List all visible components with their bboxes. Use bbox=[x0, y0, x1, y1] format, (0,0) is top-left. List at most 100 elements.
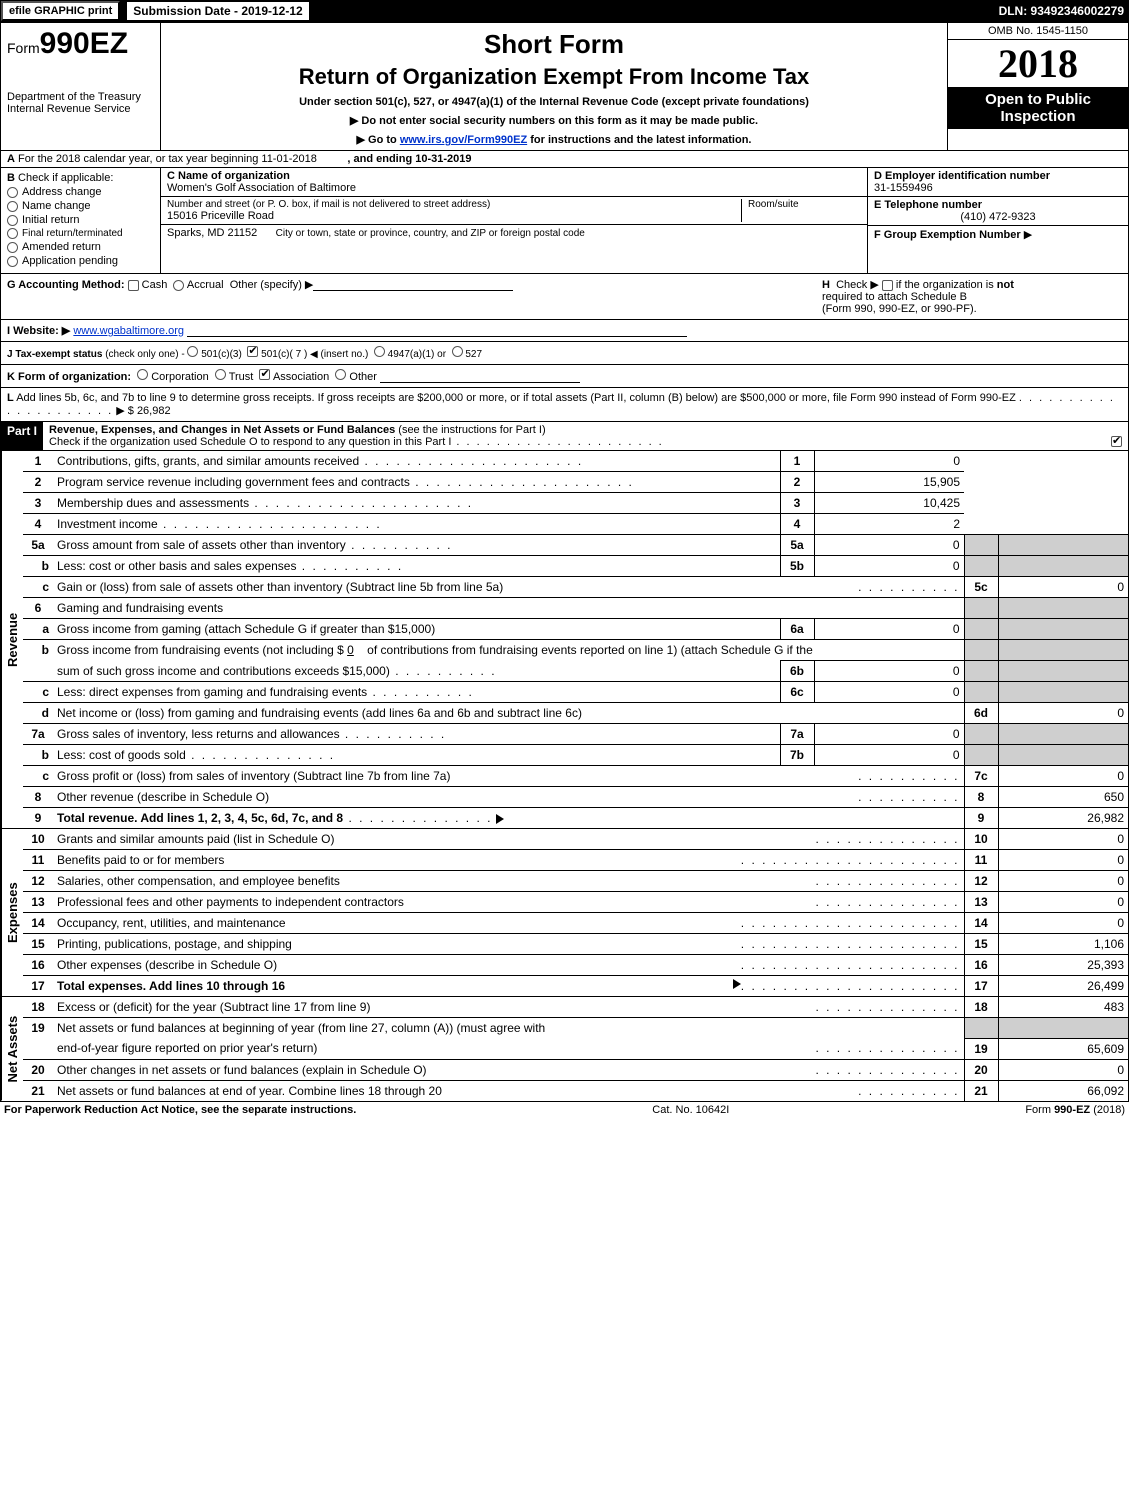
netassets-table: 18 Excess or (deficit) for the year (Subt… bbox=[23, 997, 1128, 1101]
group-exemption-arrow: ▶ bbox=[1024, 229, 1032, 241]
ln11-desc: Benefits paid to or for members bbox=[57, 853, 224, 867]
ln19-box: 19 bbox=[964, 1038, 998, 1059]
ln19-desc2: end-of-year figure reported on prior yea… bbox=[57, 1041, 317, 1055]
ln12-box: 12 bbox=[964, 871, 998, 892]
ln7a-mv: 0 bbox=[814, 724, 964, 745]
irs-link[interactable]: www.irs.gov/Form990EZ bbox=[400, 134, 527, 146]
ln13-val: 0 bbox=[998, 892, 1128, 913]
ln17-desc: Total expenses. Add lines 10 through 16 bbox=[57, 979, 285, 993]
chk-initial-return[interactable] bbox=[7, 215, 18, 226]
open-line1: Open to Public bbox=[950, 91, 1126, 108]
open-line2: Inspection bbox=[950, 108, 1126, 125]
subtitle: Under section 501(c), 527, or 4947(a)(1)… bbox=[167, 96, 941, 108]
ln18-desc: Excess or (deficit) for the year (Subtra… bbox=[57, 1000, 370, 1014]
ln7b-mid: 7b bbox=[780, 745, 814, 766]
ln8-desc: Other revenue (describe in Schedule O) bbox=[57, 790, 269, 804]
ln5b-num: b bbox=[23, 556, 53, 577]
opt-501c: 501(c)( 7 ) ◀ (insert no.) bbox=[261, 349, 368, 360]
ln7a-mid: 7a bbox=[780, 724, 814, 745]
arrow-icon bbox=[733, 979, 741, 989]
label-b: B bbox=[7, 172, 15, 184]
ln21-val: 66,092 bbox=[998, 1080, 1128, 1101]
org-address: 15016 Priceville Road bbox=[167, 210, 490, 222]
ln15-box: 15 bbox=[964, 934, 998, 955]
goto-line: ▶ Go to www.irs.gov/Form990EZ for instru… bbox=[167, 133, 941, 146]
title-short-form: Short Form bbox=[167, 29, 941, 60]
ln2-desc: Program service revenue including govern… bbox=[57, 475, 410, 489]
ln7c-val: 0 bbox=[998, 766, 1128, 787]
ln6a-mid: 6a bbox=[780, 619, 814, 640]
title-return: Return of Organization Exempt From Incom… bbox=[167, 64, 941, 90]
chk-application-pending[interactable] bbox=[7, 256, 18, 267]
ln7b-greyval bbox=[998, 745, 1128, 766]
warning-ssn: ▶ Do not enter social security numbers o… bbox=[167, 114, 941, 127]
chk-cash[interactable] bbox=[128, 280, 139, 291]
city-label: City or town, state or province, country… bbox=[276, 228, 585, 239]
ln15-desc: Printing, publications, postage, and shi… bbox=[57, 937, 292, 951]
part1-checkline: Check if the organization used Schedule … bbox=[49, 436, 451, 448]
org-name: Women's Golf Association of Baltimore bbox=[167, 182, 861, 194]
dept-treasury: Department of the Treasury bbox=[7, 91, 154, 103]
lbl-name-change: Name change bbox=[22, 200, 91, 212]
revenue-table: 1Contributions, gifts, grants, and simil… bbox=[23, 451, 1128, 828]
chk-schedule-o[interactable] bbox=[1111, 436, 1122, 447]
chk-name-change[interactable] bbox=[7, 201, 18, 212]
arrow-icon bbox=[496, 814, 504, 824]
ln19-desc: Net assets or fund balances at beginning… bbox=[53, 1018, 964, 1039]
ln5b-mid: 5b bbox=[780, 556, 814, 577]
ln6-desc: Gaming and fundraising events bbox=[53, 598, 964, 619]
chk-corp[interactable] bbox=[137, 369, 148, 380]
ln2-box: 2 bbox=[780, 472, 814, 493]
ln14-desc: Occupancy, rent, utilities, and maintena… bbox=[57, 916, 286, 930]
chk-501c3[interactable] bbox=[187, 346, 198, 357]
omb-number: OMB No. 1545-1150 bbox=[948, 23, 1128, 40]
ln14-num: 14 bbox=[23, 913, 53, 934]
section-gh: G Accounting Method: Cash Accrual Other … bbox=[0, 274, 1129, 320]
chk-assoc[interactable] bbox=[259, 369, 270, 380]
lbl-amended-return: Amended return bbox=[22, 241, 101, 253]
form-header: Form990EZ Department of the Treasury Int… bbox=[0, 22, 1129, 151]
chk-address-change[interactable] bbox=[7, 187, 18, 198]
chk-527[interactable] bbox=[452, 346, 463, 357]
label-g: G Accounting Method: bbox=[7, 279, 125, 291]
label-k: K Form of organization: bbox=[7, 371, 131, 383]
opt-527: 527 bbox=[465, 349, 482, 360]
chk-schedule-b[interactable] bbox=[882, 280, 893, 291]
chk-4947[interactable] bbox=[374, 346, 385, 357]
ln5b-desc: Less: cost or other basis and sales expe… bbox=[57, 559, 296, 573]
ln10-num: 10 bbox=[23, 829, 53, 850]
expenses-table: 10Grants and similar amounts paid (list … bbox=[23, 829, 1128, 996]
ln6a-desc: Gross income from gaming (attach Schedul… bbox=[57, 622, 435, 636]
ln7b-num: b bbox=[23, 745, 53, 766]
ln6b-desc3: sum of such gross income and contributio… bbox=[57, 664, 390, 678]
section-a: A For the 2018 calendar year, or tax yea… bbox=[0, 151, 1129, 168]
ln15-val: 1,106 bbox=[998, 934, 1128, 955]
website-link[interactable]: www.wgabaltimore.org bbox=[73, 325, 184, 337]
chk-final-return[interactable] bbox=[7, 228, 18, 239]
ln19-greybox bbox=[964, 1018, 998, 1039]
other-org-blank[interactable] bbox=[380, 371, 580, 383]
ln13-num: 13 bbox=[23, 892, 53, 913]
chk-trust[interactable] bbox=[215, 369, 226, 380]
ln6a-mv: 0 bbox=[814, 619, 964, 640]
h-not: not bbox=[997, 279, 1014, 291]
ln10-val: 0 bbox=[998, 829, 1128, 850]
ln18-num: 18 bbox=[23, 997, 53, 1018]
footer-right-bold: 990-EZ bbox=[1054, 1104, 1090, 1116]
addr-label: Number and street (or P. O. box, if mail… bbox=[167, 199, 490, 210]
chk-accrual[interactable] bbox=[173, 280, 184, 291]
efile-print-button[interactable]: efile GRAPHIC print bbox=[1, 1, 120, 21]
chk-amended-return[interactable] bbox=[7, 242, 18, 253]
ln8-box: 8 bbox=[964, 787, 998, 808]
ln2-val: 15,905 bbox=[814, 472, 964, 493]
ln6c-mid: 6c bbox=[780, 682, 814, 703]
ln6a-greyval bbox=[998, 619, 1128, 640]
tax-year: 2018 bbox=[948, 40, 1128, 87]
other-blank[interactable] bbox=[313, 279, 513, 291]
chk-501c[interactable] bbox=[247, 346, 258, 357]
ln5c-desc: Gain or (loss) from sale of assets other… bbox=[57, 580, 503, 594]
form-number: Form990EZ bbox=[7, 27, 154, 61]
label-f: F Group Exemption Number bbox=[874, 229, 1021, 241]
ln20-desc: Other changes in net assets or fund bala… bbox=[57, 1063, 427, 1077]
chk-other-org[interactable] bbox=[335, 369, 346, 380]
